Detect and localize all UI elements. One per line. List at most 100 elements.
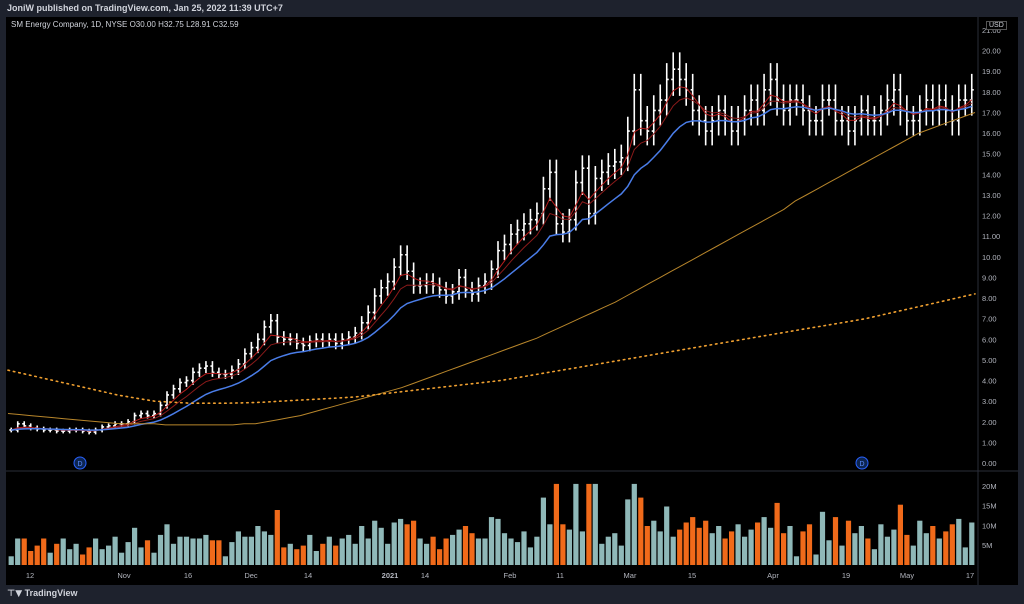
- volume-tick-label: 5M: [982, 541, 992, 550]
- brand-label: TradingView: [24, 588, 78, 598]
- ohlc-bar: [762, 73, 767, 126]
- ohlc-bar: [943, 84, 948, 126]
- volume-bar: [943, 531, 949, 565]
- volume-bar: [800, 531, 806, 565]
- ohlc-bar: [924, 84, 929, 126]
- chart-area[interactable]: [6, 17, 1018, 585]
- volume-bar: [501, 533, 508, 565]
- volume-bar: [216, 540, 222, 565]
- volume-bar: [573, 483, 579, 565]
- price-tick-label: 1.00: [982, 438, 997, 447]
- volume-bar: [930, 526, 936, 565]
- volume-bar: [865, 538, 871, 565]
- volume-bar: [664, 506, 670, 565]
- tradingview-brand[interactable]: ⊤▼ TradingView: [7, 588, 78, 599]
- price-tick-label: 8.00: [982, 294, 997, 303]
- volume-bar: [923, 533, 929, 565]
- dividend-marker[interactable]: [855, 456, 869, 470]
- volume-bar: [936, 538, 942, 565]
- volume-bar: [651, 520, 657, 565]
- volume-bar: [806, 524, 813, 565]
- ohlc-bar: [547, 159, 552, 201]
- volume-bar: [274, 510, 280, 565]
- volume-bar: [190, 538, 196, 565]
- volume-bar: [553, 483, 559, 565]
- ohlc-bar: [262, 320, 267, 346]
- volume-bar: [138, 547, 144, 565]
- dividend-marker-label: D: [859, 461, 864, 468]
- volume-bar: [106, 545, 112, 565]
- volume-bar: [112, 536, 118, 565]
- ohlc-bar: [268, 314, 273, 334]
- ohlc-bar: [463, 268, 468, 298]
- ema-mid-line: [11, 97, 973, 432]
- price-tick-label: 13.00: [982, 191, 1001, 200]
- volume-bar: [508, 538, 514, 565]
- volume-bar: [15, 538, 21, 565]
- volume-bar: [748, 529, 754, 565]
- ema-fast-line: [11, 86, 973, 432]
- volume-bar: [677, 529, 683, 565]
- volume-bar: [722, 538, 728, 565]
- volume-bar: [177, 536, 183, 565]
- volume-bar: [657, 531, 663, 565]
- ohlc-bar: [314, 333, 319, 348]
- ohlc-bar: [249, 341, 254, 360]
- volume-bar: [430, 536, 436, 565]
- volume-bar: [832, 517, 839, 565]
- ohlc-bar: [891, 73, 896, 116]
- volume-bar: [845, 520, 852, 565]
- ohlc-bar: [288, 333, 293, 346]
- volume-bar: [294, 549, 300, 565]
- dividend-marker-label: D: [77, 461, 82, 468]
- volume-bar: [826, 540, 832, 565]
- ohlc-bar: [703, 106, 708, 146]
- dividend-marker[interactable]: [73, 456, 87, 470]
- volume-bar: [469, 533, 475, 565]
- volume-bar: [443, 538, 449, 565]
- ohlc-bar: [177, 378, 182, 393]
- volume-bar: [495, 518, 501, 565]
- volume-bar: [242, 536, 248, 565]
- volume-bar: [170, 543, 177, 565]
- volume-bar: [339, 538, 345, 565]
- ohlc-bar: [716, 95, 721, 136]
- ohlc-bar: [645, 106, 650, 146]
- volume-bar: [34, 545, 40, 565]
- volume-bar: [437, 549, 443, 565]
- time-axis-label: 2021: [382, 571, 399, 580]
- volume-bar: [514, 542, 521, 565]
- price-tick-label: 6.00: [982, 335, 997, 344]
- ohlc-bar: [671, 52, 676, 96]
- ohlc-bar: [969, 73, 974, 116]
- volume-bar: [21, 538, 27, 565]
- volume-bar: [86, 547, 92, 565]
- ohlc-bar: [865, 95, 870, 136]
- price-tick-label: 10.00: [982, 253, 1001, 262]
- currency-badge[interactable]: USD: [986, 21, 1007, 30]
- ohlc-bar: [534, 202, 539, 231]
- time-axis-label: 14: [304, 571, 312, 580]
- volume-bar: [949, 524, 955, 565]
- volume-bar: [60, 538, 66, 565]
- high-value: H32.75: [158, 20, 184, 29]
- volume-bar: [144, 540, 151, 565]
- ohlc-bar: [781, 84, 786, 126]
- ohlc-bar: [684, 63, 689, 106]
- close-value: C32.59: [212, 20, 239, 29]
- volume-bar: [385, 543, 391, 565]
- volume-bar: [8, 556, 14, 565]
- ohlc-bar: [554, 159, 559, 235]
- ohlc-bar: [638, 73, 643, 136]
- price-tick-label: 5.00: [982, 356, 997, 365]
- volume-tick-label: 10M: [982, 521, 997, 530]
- volume-bar: [716, 526, 722, 565]
- ohlc-bar: [385, 273, 390, 296]
- ohlc-bar: [457, 268, 462, 300]
- volume-bar: [735, 524, 741, 565]
- volume-bar: [54, 543, 60, 565]
- volume-bar: [235, 531, 241, 565]
- ohlc-bar: [495, 241, 500, 278]
- volume-bar: [956, 518, 962, 565]
